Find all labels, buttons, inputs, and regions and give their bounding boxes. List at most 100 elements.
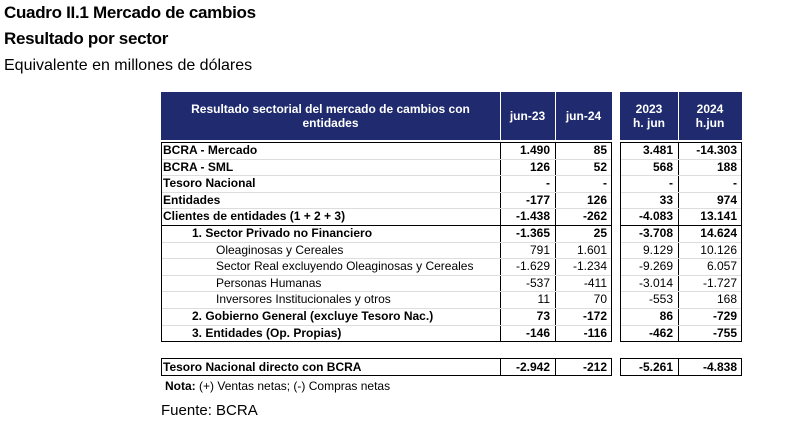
row-value: -2.942 (515, 360, 550, 374)
row-line (621, 291, 741, 293)
row-label: BCRA - SML (163, 159, 234, 174)
row-line (162, 225, 611, 226)
row-label: Inversores Institucionales y otros (216, 292, 391, 307)
row-value: 25 (593, 226, 607, 240)
row-label: 2. Gobierno General (excluye Tesoro Nac.… (192, 309, 434, 323)
row-value: -212 (582, 360, 607, 374)
table-block (161, 142, 612, 343)
row-value: 1.601 (576, 242, 607, 257)
row-value: 85 (593, 143, 607, 157)
table-block (620, 142, 742, 343)
row-label: Sector Real excluyendo Oleaginosas y Cer… (216, 259, 474, 274)
header-divider (500, 92, 501, 140)
row-line (621, 225, 741, 226)
row-value: -755 (712, 325, 737, 340)
row-line (621, 191, 741, 193)
row-value: -729 (712, 309, 737, 323)
row-value: -9.269 (638, 259, 673, 274)
row-value: 188 (716, 159, 737, 174)
row-line (162, 291, 611, 293)
row-line (162, 241, 611, 243)
note-label: Nota: (165, 379, 196, 393)
row-value: -537 (525, 275, 550, 290)
row-line (621, 274, 741, 276)
total-block (620, 358, 742, 376)
row-line (162, 175, 611, 177)
row-label: 1. Sector Privado no Financiero (192, 226, 373, 240)
row-label: Clientes de entidades (1 + 2 + 3) (163, 209, 346, 224)
row-line (162, 208, 611, 210)
row-value: 568 (652, 159, 673, 174)
row-line (162, 308, 611, 309)
row-value: - (733, 176, 737, 191)
row-line (621, 324, 741, 326)
row-line (162, 158, 611, 160)
unit: Equivalente en millones de dólares (4, 57, 253, 74)
row-label: Tesoro Nacional directo con BCRA (163, 360, 362, 374)
source: Fuente: BCRA (161, 402, 258, 419)
row-value: -1.629 (515, 259, 550, 274)
row-value: 3.481 (642, 143, 673, 157)
header-divider (555, 92, 556, 140)
row-line (621, 258, 741, 260)
row-value: -14.303 (696, 143, 737, 157)
row-line (162, 324, 611, 326)
row-value: -146 (525, 325, 550, 340)
row-value: -3.014 (638, 275, 673, 290)
row-value: -172 (582, 309, 607, 323)
row-value: -1.727 (702, 275, 737, 290)
column-header: jun-23 (500, 92, 555, 140)
row-value: 73 (536, 309, 550, 323)
row-value: -462 (648, 325, 673, 340)
row-line (162, 191, 611, 193)
row-value: 974 (716, 192, 737, 207)
row-label: Tesoro Nacional (163, 176, 256, 191)
row-value: - (669, 176, 673, 191)
column-header: 2023 h. jun (620, 92, 678, 140)
row-label: Personas Humanas (216, 275, 322, 290)
row-value: 168 (716, 292, 737, 307)
row-value: 6.057 (706, 259, 737, 274)
row-line (621, 208, 741, 210)
row-value: 126 (529, 159, 550, 174)
row-line (621, 158, 741, 160)
total-block (161, 358, 612, 376)
column-header: 2024 h.jun (678, 92, 742, 140)
row-label: 3. Entidades (Op. Propias) (192, 325, 342, 340)
row-line (621, 308, 741, 309)
row-value: 33 (659, 192, 673, 207)
column-divider (678, 358, 679, 376)
row-value: 9.129 (642, 242, 673, 257)
column-header-text: 2024 h.jun (695, 102, 725, 130)
header-divider (678, 92, 679, 140)
column-header: Resultado sectorial del mercado de cambi… (161, 92, 500, 140)
row-value: -1.234 (572, 259, 607, 274)
row-value: -411 (583, 275, 607, 290)
row-line (621, 241, 741, 243)
row-label: Entidades (163, 192, 221, 207)
row-value: 10.126 (700, 242, 737, 257)
row-value: 13.141 (700, 209, 737, 224)
row-value: -262 (582, 209, 607, 224)
row-value: -1.438 (515, 209, 550, 224)
row-label: BCRA - Mercado (163, 143, 258, 157)
row-value: -116 (583, 325, 607, 340)
row-line (162, 258, 611, 260)
title: Cuadro II.1 Mercado de cambios (4, 3, 256, 22)
column-divider (500, 358, 501, 376)
subtitle: Resultado por sector (4, 29, 169, 48)
row-value: -553 (648, 292, 673, 307)
column-header-text: jun-23 (509, 109, 546, 123)
row-value: 86 (659, 309, 673, 323)
row-value: - (603, 176, 607, 191)
column-header-text: 2023 h. jun (633, 102, 665, 130)
row-value: 14.624 (700, 226, 737, 240)
note-text: (+) Ventas netas; (-) Compras netas (199, 379, 391, 393)
row-value: - (546, 176, 550, 191)
row-value: 11 (537, 292, 550, 307)
row-value: 70 (593, 292, 607, 307)
column-divider (555, 358, 556, 376)
row-value: -4.083 (638, 209, 673, 224)
row-line (621, 175, 741, 177)
